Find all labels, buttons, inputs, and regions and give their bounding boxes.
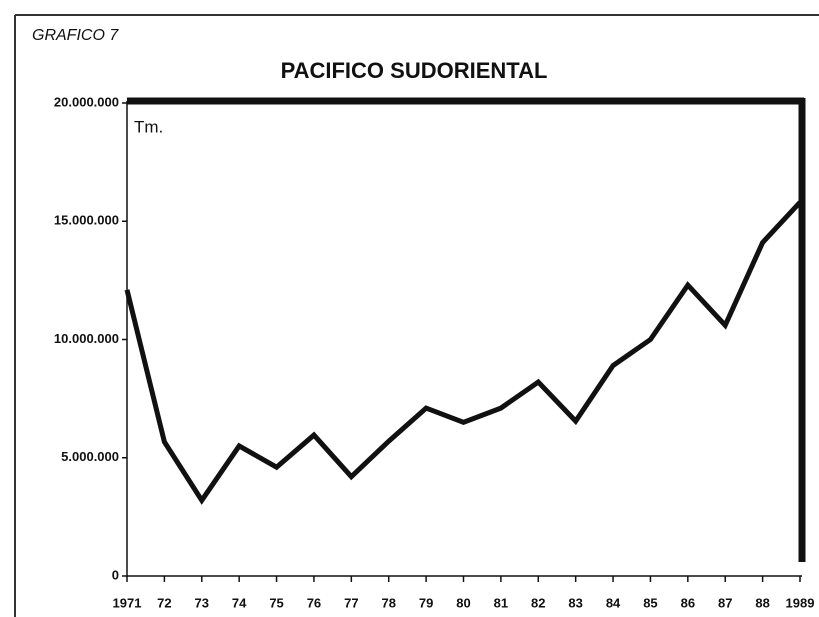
x-tick-label: 85 xyxy=(643,595,657,610)
y-tick-label: 0 xyxy=(112,567,119,582)
x-tick-label: 1989 xyxy=(786,595,815,610)
chart-title: PACIFICO SUDORIENTAL xyxy=(281,58,548,83)
chart-label: GRAFICO 7 xyxy=(32,27,119,44)
y-tick-label: 10.000.000 xyxy=(54,331,119,346)
y-tick-label: 5.000.000 xyxy=(61,449,119,464)
line-series xyxy=(124,200,802,505)
y-tick-label: 20.000.000 xyxy=(54,94,119,109)
x-tick-label: 72 xyxy=(157,595,171,610)
x-tick-label: 79 xyxy=(419,595,433,610)
x-tick-label: 74 xyxy=(232,595,247,610)
y-axis-label: Tm. xyxy=(134,117,163,136)
x-tick-label: 73 xyxy=(195,595,209,610)
x-tick-label: 84 xyxy=(606,595,621,610)
x-tick-label: 75 xyxy=(269,595,283,610)
x-tick-label: 81 xyxy=(494,595,508,610)
y-tick-label: 15.000.000 xyxy=(54,213,119,228)
x-tick-label: 1971 xyxy=(113,595,142,610)
x-tick-label: 87 xyxy=(718,595,732,610)
x-tick-label: 76 xyxy=(307,595,321,610)
x-tick-label: 86 xyxy=(681,595,695,610)
x-tick-label: 78 xyxy=(381,595,395,610)
x-tick-label: 82 xyxy=(531,595,545,610)
x-tick-label: 80 xyxy=(456,595,470,610)
x-tick-label: 83 xyxy=(568,595,582,610)
x-tick-label: 77 xyxy=(344,595,358,610)
x-tick-label: 88 xyxy=(755,595,769,610)
